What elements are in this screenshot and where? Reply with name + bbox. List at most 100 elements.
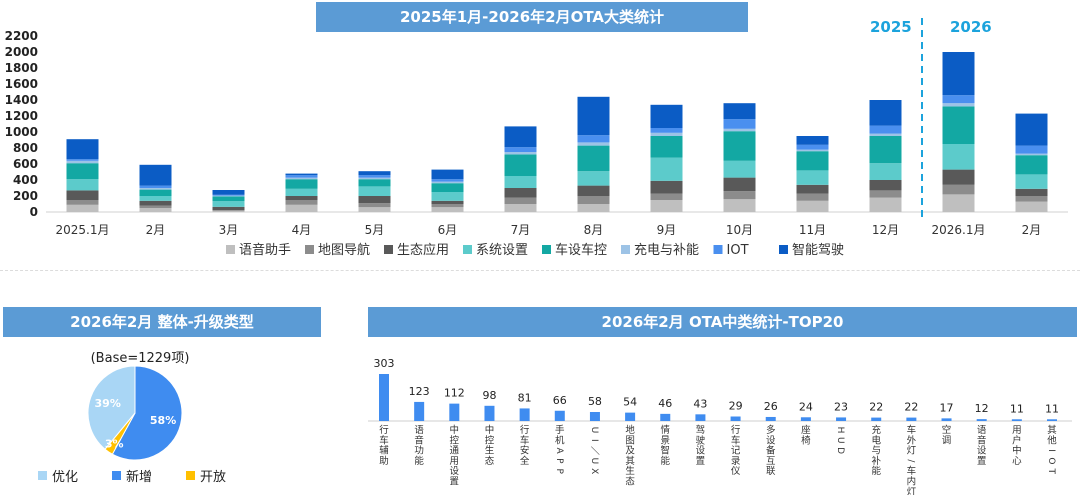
top20-value-label: 43	[693, 397, 707, 410]
top20-category-label: 灯	[907, 446, 917, 457]
top20-category-label: 语	[414, 425, 424, 436]
pie-legend-label: 开放	[200, 470, 226, 485]
bar-segment	[942, 144, 975, 170]
bar-segment	[212, 201, 245, 207]
pie-base-count: (Base=1229项)	[90, 351, 190, 366]
legend-label: 地图导航	[318, 242, 370, 258]
top20-category-label: I	[589, 439, 599, 442]
pie-legend-swatch	[186, 471, 195, 480]
legend-swatch	[463, 245, 472, 254]
top20-category-label: 生	[625, 465, 635, 477]
bar-segment	[869, 163, 902, 180]
top20-value-label: 54	[623, 396, 637, 409]
bar-segment	[869, 180, 902, 191]
top20-category-label: 空	[942, 424, 952, 436]
top20-value-label: 22	[904, 401, 918, 414]
bar-segment	[650, 200, 683, 212]
x-tick-label: 5月	[365, 223, 385, 237]
top20-value-label: 23	[834, 400, 848, 413]
top20-bar	[589, 412, 600, 421]
bar-segment	[212, 210, 245, 211]
bar-segment	[869, 197, 902, 212]
pie-value-label: 3%	[105, 438, 124, 451]
top20-bar	[625, 412, 636, 421]
top20-value-label: 98	[482, 389, 496, 402]
legend-label: 语音助手	[239, 242, 291, 258]
top20-category-label: 外	[907, 434, 917, 446]
top20-category-label: 车	[907, 465, 917, 477]
top20-category-label: 置	[977, 456, 987, 467]
bar-segment	[431, 183, 464, 192]
top20-value-label: 46	[658, 397, 672, 410]
bar-segment	[796, 193, 829, 201]
x-tick-label: 2025.1月	[56, 223, 110, 237]
bar-segment	[1015, 113, 1048, 146]
bar-segment	[869, 125, 902, 134]
top20-category-label: 音	[414, 434, 424, 446]
bar-segment	[66, 160, 99, 164]
top20-bar	[871, 417, 882, 421]
top20-section-title: 2026年2月 OTA中类统计-TOP20	[368, 307, 1077, 337]
bar-segment	[285, 173, 318, 176]
top20-category-label: 用	[1012, 425, 1022, 436]
bar-segment	[139, 188, 172, 190]
top20-category-label: 内	[907, 476, 917, 488]
x-tick-label: 9月	[657, 223, 677, 237]
bar-segment	[942, 95, 975, 104]
bar-segment	[504, 204, 537, 212]
x-tick-label: 2月	[146, 223, 166, 237]
y-tick-label: 1000	[5, 125, 38, 139]
top20-category-label: 行	[731, 424, 741, 436]
bar-segment	[650, 128, 683, 133]
bar-segment	[285, 200, 318, 205]
bar-segment	[431, 169, 464, 180]
bar-segment	[139, 164, 172, 186]
bar-segment	[504, 154, 537, 176]
bar-segment	[66, 159, 99, 161]
y-tick-label: 1200	[5, 109, 38, 123]
top20-value-label: 17	[940, 401, 954, 414]
top20-category-label: 设	[766, 435, 776, 446]
y-tick-label: 800	[13, 141, 38, 155]
bar-segment	[650, 180, 683, 194]
top20-category-label: 设	[977, 446, 987, 457]
bar-segment	[139, 189, 172, 196]
top20-value-label: 22	[869, 401, 883, 414]
top20-category-label: 心	[1012, 456, 1022, 467]
top20-category-label: ／	[589, 446, 600, 455]
pie-legend-label: 优化	[52, 470, 78, 485]
bar-segment	[139, 185, 172, 188]
top20-category-label: H	[835, 427, 845, 434]
top20-category-label: 能	[661, 455, 671, 467]
year-label-2025: 2025	[870, 18, 912, 36]
top20-category-label: 记	[731, 445, 741, 457]
top20-category-label: 仪	[731, 466, 741, 477]
top20-category-label: 车	[907, 424, 917, 436]
bar-segment	[358, 171, 391, 176]
x-tick-label: 6月	[438, 223, 458, 237]
bar-segment	[650, 104, 683, 128]
bar-segment	[285, 175, 318, 178]
top20-category-label: 中	[485, 424, 495, 436]
bar-segment	[139, 205, 172, 208]
bar-segment	[358, 177, 391, 180]
bar-segment	[431, 179, 464, 182]
top20-value-label: 26	[764, 400, 778, 413]
bar-segment	[942, 169, 975, 185]
top20-category-label: 多	[766, 424, 776, 436]
top20-category-label: 通	[450, 446, 460, 457]
bar-segment	[358, 203, 391, 208]
bar-segment	[66, 190, 99, 200]
bar-segment	[504, 147, 537, 152]
legend-label: 智能驾驶	[792, 243, 844, 258]
bar-segment	[723, 191, 756, 200]
bar-segment	[796, 170, 829, 185]
top20-bar	[976, 419, 987, 421]
bar-segment	[796, 144, 829, 150]
bar-segment	[212, 210, 245, 212]
legend-swatch	[305, 245, 314, 254]
top20-bar	[449, 403, 460, 421]
top20-bar	[906, 417, 917, 421]
bar-segment	[577, 185, 610, 196]
top20-category-label: 辅	[379, 445, 389, 457]
